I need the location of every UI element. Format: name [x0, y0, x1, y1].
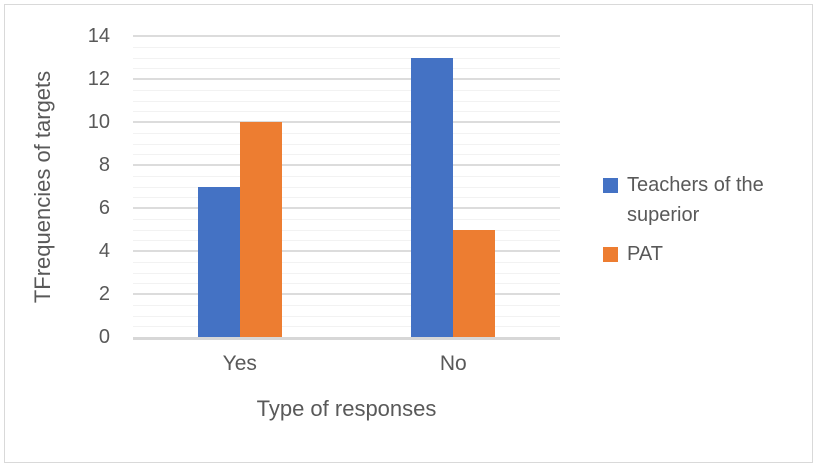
minor-gridline	[133, 229, 560, 231]
bar-pat-yes	[239, 122, 282, 337]
minor-gridline	[133, 315, 560, 317]
major-gridline	[133, 250, 560, 252]
x-category-label-yes: Yes	[222, 352, 257, 375]
minor-gridline	[133, 261, 560, 263]
y-tick-label: 12	[87, 68, 110, 90]
y-tick-label: 2	[98, 283, 110, 305]
minor-gridline	[133, 111, 560, 113]
major-gridline	[133, 121, 560, 123]
minor-gridline	[133, 46, 560, 48]
legend-item: PAT	[603, 239, 793, 269]
minor-gridline	[133, 57, 560, 59]
x-category-label-no: No	[439, 352, 467, 375]
bar-pat-no	[453, 229, 496, 337]
y-tick-label: 14	[87, 25, 110, 47]
bar-teachers-yes	[197, 186, 240, 337]
y-tick-label: 6	[98, 197, 110, 219]
legend-swatch-icon	[603, 247, 618, 262]
legend-label: Teachers of the superior	[627, 174, 764, 226]
minor-gridline	[133, 326, 560, 328]
minor-gridline	[133, 186, 560, 188]
minor-gridline	[133, 100, 560, 102]
plot-area	[133, 35, 560, 337]
minor-gridline	[133, 283, 560, 285]
major-gridline	[133, 35, 560, 37]
minor-gridline	[133, 154, 560, 156]
minor-gridline	[133, 89, 560, 91]
minor-gridline	[133, 218, 560, 220]
bar-teachers-no	[411, 57, 454, 337]
minor-gridline	[133, 132, 560, 134]
legend: Teachers of the superior PAT	[603, 170, 793, 278]
major-gridline	[133, 164, 560, 166]
legend-item: Teachers of the superior	[603, 170, 793, 230]
minor-gridline	[133, 240, 560, 242]
y-tick-label: 4	[98, 240, 110, 262]
minor-gridline	[133, 68, 560, 70]
minor-gridline	[133, 143, 560, 145]
minor-gridline	[133, 304, 560, 306]
legend-label: PAT	[627, 243, 663, 265]
y-tick-label: 0	[98, 326, 110, 348]
y-tick-label: 10	[87, 111, 110, 133]
major-gridline	[133, 78, 560, 80]
x-axis-title: Type of responses	[256, 396, 437, 421]
x-axis-line	[133, 337, 560, 340]
minor-gridline	[133, 272, 560, 274]
major-gridline	[133, 207, 560, 209]
major-gridline	[133, 293, 560, 295]
minor-gridline	[133, 175, 560, 177]
y-axis-title: TFrequencies of targets	[30, 70, 55, 304]
y-tick-label: 8	[98, 154, 110, 176]
legend-swatch-icon	[603, 178, 618, 193]
minor-gridline	[133, 197, 560, 199]
